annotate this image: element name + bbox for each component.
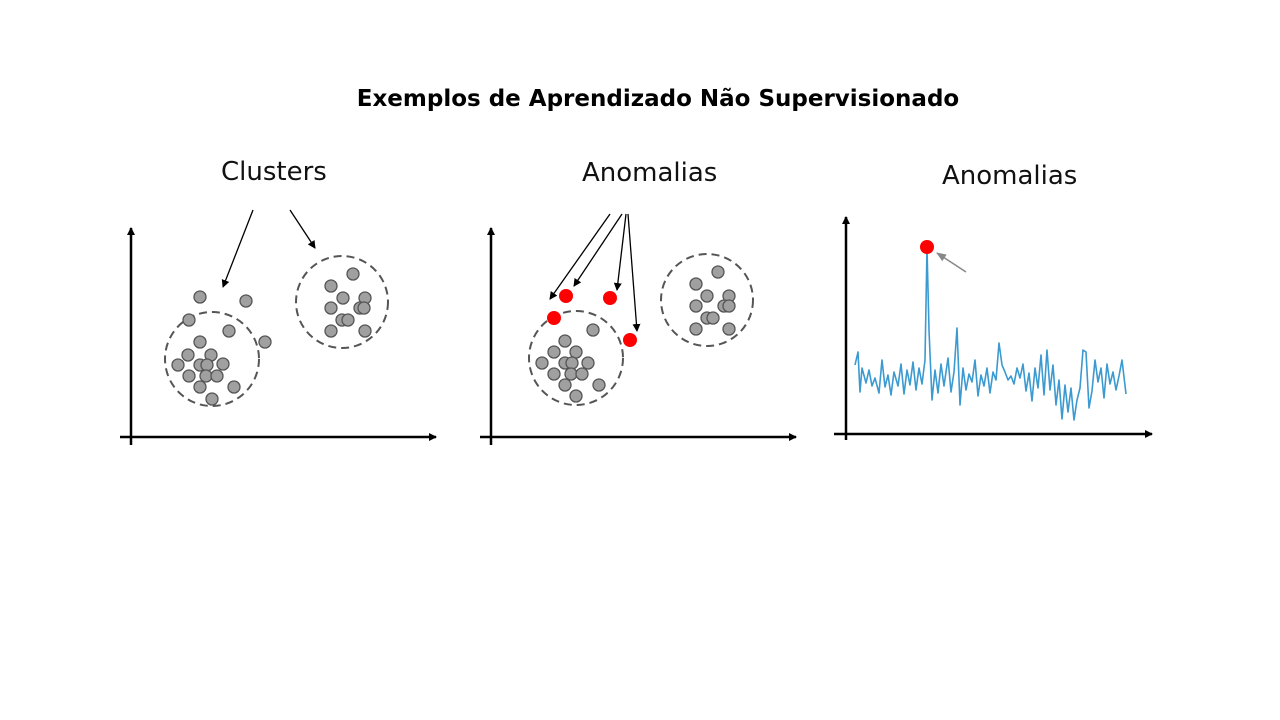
pointer-arrow xyxy=(936,252,967,273)
data-point xyxy=(547,367,561,381)
data-point xyxy=(222,324,236,338)
anomaly-point xyxy=(559,289,573,303)
data-point xyxy=(258,335,272,349)
data-point xyxy=(358,324,372,338)
data-point xyxy=(689,299,703,313)
anomalies-scatter-panel xyxy=(480,213,797,445)
data-point xyxy=(210,369,224,383)
data-point xyxy=(182,369,196,383)
data-point xyxy=(205,392,219,406)
data-point xyxy=(547,345,561,359)
data-point xyxy=(706,311,720,325)
pointer-arrow xyxy=(613,213,627,291)
data-point xyxy=(341,313,355,327)
data-point xyxy=(558,378,572,392)
data-point xyxy=(722,299,736,313)
anomalies-label: Anomalias xyxy=(582,158,718,188)
data-point xyxy=(581,356,595,370)
data-point xyxy=(565,356,579,370)
time-series-line xyxy=(854,247,1127,421)
pointer-arrow xyxy=(573,213,623,287)
data-point xyxy=(216,357,230,371)
clusters-label: Clusters xyxy=(221,157,327,187)
cluster-points xyxy=(535,265,736,403)
data-point xyxy=(722,322,736,336)
data-point xyxy=(592,378,606,392)
anomalies-timeseries-panel xyxy=(834,216,1153,440)
anomaly-point xyxy=(920,240,934,254)
cluster-boundary xyxy=(528,310,624,406)
data-point xyxy=(324,279,338,293)
pointer-arrow xyxy=(289,209,316,249)
data-point xyxy=(711,265,725,279)
cluster-points xyxy=(171,267,372,406)
data-point xyxy=(182,313,196,327)
cluster-boundary xyxy=(295,255,389,349)
slide-title: Exemplos de Aprendizado Não Supervisiona… xyxy=(356,86,960,112)
pointer-arrow xyxy=(221,209,254,288)
data-point xyxy=(193,380,207,394)
data-point xyxy=(336,291,350,305)
clusters-panel xyxy=(120,209,437,445)
data-point xyxy=(181,348,195,362)
data-point xyxy=(558,334,572,348)
data-point xyxy=(700,289,714,303)
data-point xyxy=(357,301,371,315)
data-point xyxy=(324,324,338,338)
data-point xyxy=(193,290,207,304)
data-point xyxy=(586,323,600,337)
cluster-boundary xyxy=(660,253,754,347)
data-point xyxy=(171,358,185,372)
data-point xyxy=(199,369,213,383)
data-point xyxy=(564,367,578,381)
data-point xyxy=(569,345,583,359)
data-point xyxy=(346,267,360,281)
data-point xyxy=(324,301,338,315)
pointer-arrow xyxy=(627,213,641,332)
data-point xyxy=(689,277,703,291)
data-point xyxy=(535,356,549,370)
data-point xyxy=(689,322,703,336)
data-point xyxy=(569,389,583,403)
data-point xyxy=(193,335,207,349)
data-point xyxy=(200,358,214,372)
anomaly-point xyxy=(623,333,637,347)
cluster-boundary xyxy=(164,311,260,407)
anomaly-points xyxy=(547,289,637,347)
anomalies-timeseries-label: Anomalias xyxy=(942,161,1078,191)
data-point xyxy=(227,380,241,394)
anomaly-point xyxy=(547,311,561,325)
data-point xyxy=(575,367,589,381)
anomaly-point xyxy=(603,291,617,305)
data-point xyxy=(239,294,253,308)
pointer-arrow xyxy=(549,213,611,300)
